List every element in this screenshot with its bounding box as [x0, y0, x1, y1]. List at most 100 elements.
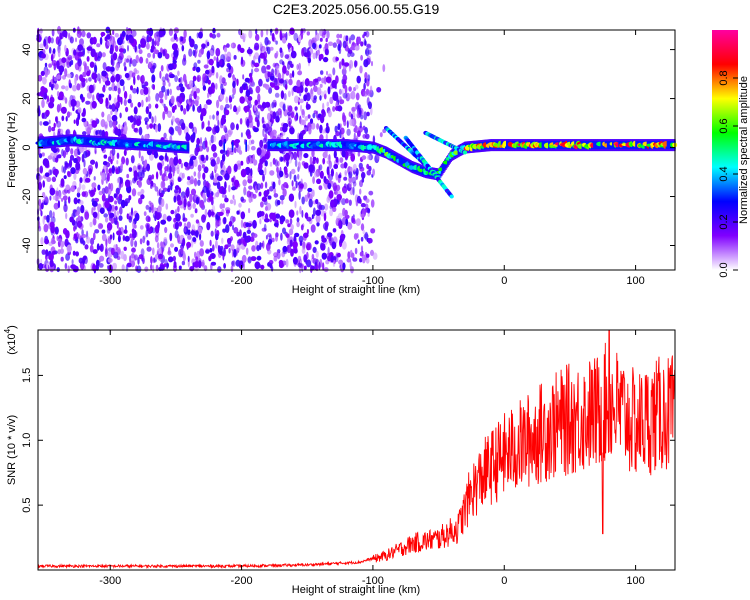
spectrogram-noise-mark [248, 185, 253, 190]
spectrogram-noise-mark [239, 96, 245, 104]
spectrogram-noise-mark [189, 179, 195, 185]
spectrogram-noise-mark [243, 33, 247, 39]
spectrogram-noise-mark [58, 91, 64, 99]
spectrogram-noise-mark [53, 202, 59, 210]
spectrogram-ridge-mark [142, 140, 145, 149]
spectrogram-noise-mark [134, 212, 140, 222]
spectrogram-noise-mark [312, 246, 317, 253]
spectrogram-noise-mark [155, 124, 158, 133]
spectrogram-ridge-mark [507, 141, 509, 150]
spectrogram-noise-mark [115, 187, 120, 195]
spectrogram-ridge-mark [398, 155, 401, 164]
spectrogram-noise-mark [55, 116, 58, 123]
spectrogram-noise-mark [240, 132, 243, 138]
spectrogram-noise-mark [344, 209, 348, 217]
spectrogram-noise-mark [244, 235, 250, 243]
spectrogram-noise-mark [197, 226, 203, 235]
spectrogram-noise-mark [261, 116, 265, 124]
spectrogram-noise-mark [164, 226, 168, 234]
spectrogram-noise-mark [141, 99, 144, 108]
spectrogram-noise-mark [222, 251, 225, 261]
spectrogram-noise-mark [245, 85, 248, 91]
spectrogram-noise-mark [174, 246, 179, 252]
spectrogram-noise-mark [267, 233, 272, 238]
spectrogram-noise-mark [41, 99, 45, 108]
spectrogram-noise-mark [255, 85, 261, 94]
spectrogram-noise-mark [108, 195, 114, 203]
spectrogram-noise-mark [128, 37, 135, 44]
spectrogram-noise-mark [321, 109, 325, 115]
spectrogram-noise-mark [177, 126, 182, 136]
spectrogram-noise-mark [188, 48, 193, 57]
spectrogram-noise-mark [366, 111, 370, 117]
spectrogram-noise-mark [164, 93, 168, 101]
spectrogram-noise-mark [212, 114, 215, 120]
spectrogram-noise-mark [64, 262, 68, 270]
spectrogram-noise-mark [148, 36, 153, 42]
spectrogram-noise-mark [246, 144, 250, 152]
spectrogram-noise-mark [68, 111, 72, 116]
spectrogram-x-label: Height of straight line (km) [292, 284, 420, 296]
spectrogram-noise-mark [339, 129, 342, 139]
snr-x-tick-label: 100 [626, 575, 644, 587]
spectrogram-ridge-mark [447, 156, 449, 165]
spectrogram-noise-mark [210, 211, 215, 216]
spectrogram-noise-mark [193, 158, 198, 168]
spectrogram-noise-mark [148, 27, 154, 37]
spectrogram-noise-mark [203, 166, 209, 174]
spectrogram-noise-mark [38, 263, 44, 270]
spectrogram-x-tick-label: -300 [99, 275, 121, 287]
spectrogram-noise-mark [298, 98, 304, 104]
spectrogram-noise-mark [50, 53, 54, 62]
spectrogram-ridge-mark [186, 143, 189, 152]
spectrogram-noise-mark [90, 237, 95, 245]
spectrogram-noise-mark [66, 73, 72, 78]
spectrogram-noise-mark [61, 115, 65, 122]
spectrogram-noise-mark [145, 57, 149, 64]
spectrogram-noise-mark [111, 114, 118, 122]
spectrogram-noise-mark [285, 70, 290, 76]
spectrogram-noise-mark [242, 179, 247, 187]
spectrogram-noise-mark [241, 254, 247, 263]
spectrogram-noise-mark [105, 245, 108, 255]
spectrogram-noise-mark [166, 215, 172, 222]
spectrogram-noise-mark [332, 42, 337, 48]
spectrogram-noise-mark [264, 166, 267, 176]
spectrogram-noise-mark [268, 238, 273, 245]
spectrogram-noise-mark [346, 258, 352, 263]
spectrogram-noise-mark [221, 77, 226, 84]
spectrogram-ridge-mark [607, 141, 610, 150]
spectrogram-noise-mark [121, 156, 126, 165]
spectrogram-noise-mark [154, 49, 160, 55]
spectrogram-noise-mark [261, 156, 266, 163]
spectrogram-noise-mark [296, 79, 301, 88]
spectrogram-noise-mark [247, 99, 252, 105]
spectrogram-noise-mark [91, 100, 97, 109]
spectrogram-noise-mark [79, 38, 84, 46]
spectrogram-noise-mark [312, 176, 315, 185]
spectrogram-noise-mark [318, 185, 323, 191]
spectrogram-noise-mark [292, 186, 296, 191]
spectrogram-noise-mark [329, 96, 334, 105]
spectrogram-noise-mark [36, 35, 42, 43]
spectrogram-noise-mark [68, 159, 73, 168]
spectrogram-noise-mark [224, 109, 230, 116]
spectrogram-noise-mark [315, 264, 319, 272]
spectrogram-noise-mark [164, 53, 170, 60]
spectrogram-ridge-mark [595, 141, 597, 150]
spectrogram-noise-mark [285, 31, 288, 41]
spectrogram-noise-mark [186, 221, 191, 229]
spectrogram-noise-mark [70, 148, 74, 155]
spectrogram-noise-mark [212, 244, 215, 252]
spectrogram-noise-mark [81, 184, 86, 191]
spectrogram-noise-mark [206, 221, 211, 231]
spectrogram-noise-mark [44, 62, 48, 67]
spectrogram-noise-mark [294, 158, 298, 168]
spectrogram-noise-mark [49, 210, 53, 218]
spectrogram-noise-mark [234, 139, 241, 144]
spectrogram-noise-mark [332, 228, 337, 233]
spectrogram-noise-mark [178, 221, 183, 227]
spectrogram-noise-mark [324, 93, 327, 100]
spectrogram-noise-mark [154, 186, 159, 192]
